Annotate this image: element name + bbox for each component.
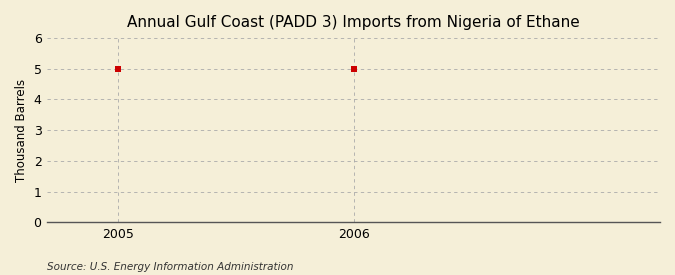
- Text: Source: U.S. Energy Information Administration: Source: U.S. Energy Information Administ…: [47, 262, 294, 272]
- Y-axis label: Thousand Barrels: Thousand Barrels: [15, 79, 28, 182]
- Title: Annual Gulf Coast (PADD 3) Imports from Nigeria of Ethane: Annual Gulf Coast (PADD 3) Imports from …: [127, 15, 580, 30]
